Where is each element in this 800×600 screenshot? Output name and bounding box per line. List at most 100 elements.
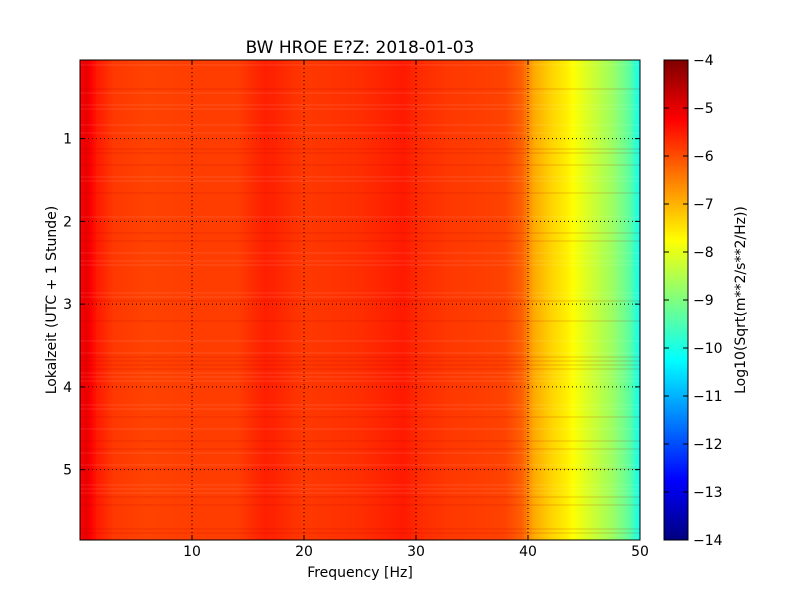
heatmap-column — [624, 60, 627, 540]
heatmap-stripe — [80, 132, 640, 134]
heatmap-column — [572, 60, 575, 540]
heatmap-column — [156, 60, 159, 540]
heatmap-column — [558, 60, 561, 540]
heatmap-column — [316, 60, 319, 540]
heatmap-column — [408, 60, 411, 540]
heatmap-column — [452, 60, 455, 540]
heatmap-stripe — [80, 260, 640, 262]
heatmap-column — [138, 60, 141, 540]
heatmap-column — [578, 60, 581, 540]
heatmap-column — [216, 60, 219, 540]
spectrogram-heatmap — [80, 60, 640, 540]
heatmap-stripe — [80, 368, 640, 370]
heatmap-column — [264, 60, 267, 540]
heatmap-column — [418, 60, 421, 540]
heatmap-column — [166, 60, 169, 540]
heatmap-column — [582, 60, 585, 540]
heatmap-column — [568, 60, 571, 540]
heatmap-column — [626, 60, 629, 540]
heatmap-column — [326, 60, 329, 540]
heatmap-stripe — [80, 352, 640, 354]
heatmap-column — [446, 60, 449, 540]
heatmap-column — [230, 60, 233, 540]
heatmap-column — [390, 60, 393, 540]
heatmap-column — [428, 60, 431, 540]
heatmap-stripe — [80, 148, 640, 150]
x-tick-label: 20 — [295, 544, 313, 560]
heatmap-column — [186, 60, 189, 540]
heatmap-column — [336, 60, 339, 540]
heatmap-column — [158, 60, 161, 540]
heatmap-column — [328, 60, 331, 540]
heatmap-stripe — [80, 428, 640, 430]
heatmap-column — [584, 60, 587, 540]
heatmap-column — [636, 60, 639, 540]
heatmap-column — [130, 60, 133, 540]
heatmap-column — [176, 60, 179, 540]
heatmap-column — [486, 60, 489, 540]
heatmap-column — [618, 60, 621, 540]
heatmap-column — [468, 60, 471, 540]
heatmap-column — [182, 60, 185, 540]
heatmap-stripe — [80, 264, 640, 266]
x-tick-label: 30 — [407, 544, 425, 560]
heatmap-column — [294, 60, 297, 540]
heatmap-stripe — [80, 164, 640, 166]
heatmap-column — [562, 60, 565, 540]
heatmap-column — [96, 60, 99, 540]
heatmap-column — [540, 60, 543, 540]
heatmap-stripe — [80, 232, 640, 234]
heatmap-column — [426, 60, 429, 540]
heatmap-column — [92, 60, 95, 540]
colorbar-tick-label: −10 — [693, 341, 723, 357]
heatmap-column — [614, 60, 617, 540]
heatmap-column — [160, 60, 163, 540]
heatmap-column — [338, 60, 341, 540]
heatmap-column — [310, 60, 313, 540]
heatmap-column — [306, 60, 309, 540]
heatmap-column — [102, 60, 105, 540]
heatmap-column — [388, 60, 391, 540]
heatmap-stripe — [80, 452, 640, 454]
heatmap-column — [432, 60, 435, 540]
heatmap-column — [376, 60, 379, 540]
heatmap-column — [292, 60, 295, 540]
heatmap-column — [86, 60, 89, 540]
colorbar-label: Log10(Sqrt(m**2/s**2/Hz)) — [733, 206, 749, 394]
heatmap-column — [352, 60, 355, 540]
heatmap-stripe — [80, 468, 640, 470]
heatmap-column — [252, 60, 255, 540]
heatmap-column — [402, 60, 405, 540]
heatmap-column — [282, 60, 285, 540]
heatmap-column — [100, 60, 103, 540]
heatmap-stripe — [80, 496, 640, 498]
heatmap-column — [342, 60, 345, 540]
heatmap-column — [524, 60, 527, 540]
heatmap-column — [142, 60, 145, 540]
heatmap-column — [272, 60, 275, 540]
heatmap-stripe — [80, 376, 640, 378]
heatmap-column — [120, 60, 123, 540]
heatmap-column — [220, 60, 223, 540]
heatmap-column — [610, 60, 613, 540]
heatmap-stripe — [80, 192, 640, 194]
heatmap-stripe — [80, 504, 640, 506]
heatmap-column — [514, 60, 517, 540]
heatmap-column — [410, 60, 413, 540]
heatmap-column — [450, 60, 453, 540]
heatmap-stripe — [80, 176, 640, 178]
heatmap-column — [254, 60, 257, 540]
heatmap-column — [232, 60, 235, 540]
heatmap-column — [162, 60, 165, 540]
heatmap-column — [534, 60, 537, 540]
heatmap-stripe — [80, 296, 640, 298]
heatmap-column — [576, 60, 579, 540]
colorbar-tick-label: −9 — [693, 293, 714, 309]
heatmap-column — [114, 60, 117, 540]
heatmap-column — [466, 60, 469, 540]
heatmap-stripe — [80, 108, 640, 110]
heatmap-column — [180, 60, 183, 540]
y-tick-label: 3 — [63, 297, 72, 313]
heatmap-column — [472, 60, 475, 540]
heatmap-column — [598, 60, 601, 540]
